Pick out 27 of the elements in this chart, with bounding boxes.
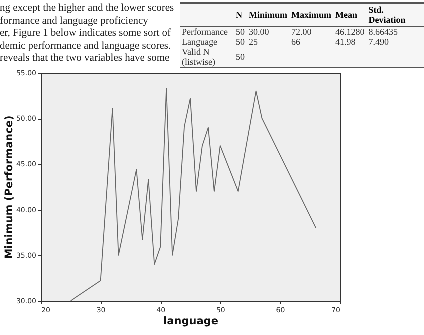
x-axis-title: language xyxy=(164,316,218,328)
category-label: Valid N (listwise) xyxy=(182,47,216,67)
line-series xyxy=(70,88,317,302)
text: ng except the higher and the lower scores xyxy=(0,3,176,16)
text: 66 xyxy=(292,37,301,47)
text: 50 xyxy=(236,37,245,47)
text: reveals that the two variables have some xyxy=(0,53,171,66)
category-label: Std. Deviation xyxy=(366,3,424,26)
text: 46.1280 xyxy=(336,27,365,37)
y-axis-title: Minimum (Performance) xyxy=(3,116,16,260)
category-label: Language xyxy=(182,37,218,47)
text: 30.00 xyxy=(249,27,270,37)
category-label: Maximum xyxy=(290,3,334,26)
text: 50 xyxy=(236,27,245,37)
text: 41.98 xyxy=(336,37,356,47)
category-label: Minimum xyxy=(247,3,290,26)
category-label: Performance xyxy=(182,27,228,37)
text: 7.490 xyxy=(368,37,390,47)
text: 50 xyxy=(236,52,245,62)
text: 8.66435 xyxy=(368,27,398,37)
category-label: N xyxy=(234,3,247,26)
text: 25 xyxy=(249,37,258,47)
text: 72.00 xyxy=(292,27,312,37)
category-label: Mean xyxy=(334,3,367,26)
text: er, Figure 1 below indicates some sort of xyxy=(0,28,172,40)
text: demic performance and language scores. xyxy=(0,40,172,53)
text: formance and language proficiency xyxy=(0,16,150,28)
